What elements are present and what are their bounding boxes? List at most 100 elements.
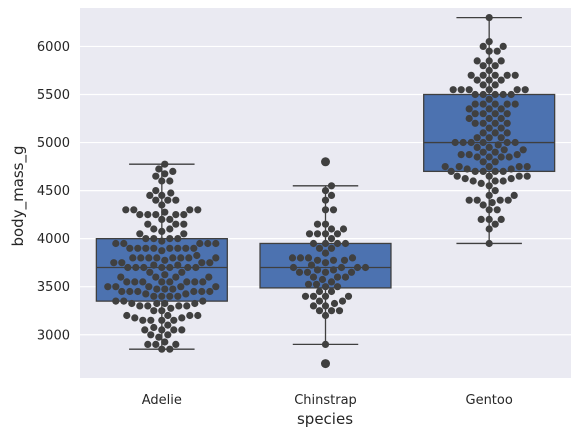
point-gentoo [491, 81, 499, 89]
point-gentoo [479, 42, 487, 51]
point-adelie [145, 283, 153, 291]
point-chinstrap [353, 263, 362, 272]
point-chinstrap [341, 239, 350, 248]
point-chinstrap [288, 254, 297, 262]
x-tick-label-adelie: Adelie [142, 393, 182, 408]
point-adelie [152, 273, 160, 281]
point-gentoo [447, 167, 455, 175]
point-gentoo [491, 62, 499, 70]
point-adelie [169, 254, 177, 262]
point-gentoo [491, 119, 499, 127]
point-gentoo [469, 177, 477, 185]
point-chinstrap [305, 230, 314, 238]
point-adelie [152, 187, 160, 195]
point-adelie [172, 211, 180, 219]
point-chinstrap [295, 268, 304, 276]
point-adelie [180, 220, 188, 228]
point-adelie [166, 292, 174, 300]
point-adelie [158, 326, 166, 334]
point-adelie [183, 302, 191, 310]
point-gentoo [485, 38, 493, 46]
point-gentoo [461, 175, 469, 183]
point-gentoo [467, 138, 475, 147]
point-adelie [146, 191, 154, 199]
point-gentoo [473, 153, 481, 161]
point-adelie [112, 239, 120, 248]
point-adelie [117, 273, 125, 281]
point-gentoo [473, 134, 481, 142]
point-adelie [152, 340, 160, 348]
point-gentoo [485, 66, 493, 75]
point-gentoo [497, 215, 505, 223]
point-gentoo [479, 129, 487, 137]
point-gentoo [485, 143, 493, 151]
point-adelie [147, 331, 155, 339]
point-gentoo [453, 172, 461, 180]
point-adelie [190, 287, 198, 296]
point-gentoo [491, 100, 499, 108]
point-adelie [158, 237, 166, 245]
point-adelie [146, 268, 154, 276]
point-chinstrap [341, 273, 350, 281]
point-gentoo [491, 187, 499, 195]
point-chinstrap [313, 266, 322, 274]
point-gentoo [507, 165, 515, 173]
point-chinstrap [329, 256, 338, 264]
point-gentoo [505, 153, 513, 161]
point-adelie [131, 314, 139, 322]
point-chinstrap [329, 266, 338, 274]
point-adelie [212, 283, 220, 291]
point-gentoo [485, 76, 493, 84]
point-gentoo [499, 90, 507, 99]
point-adelie [182, 290, 190, 298]
point-gentoo [485, 86, 493, 94]
point-gentoo [485, 239, 493, 248]
point-gentoo [477, 179, 485, 187]
point-gentoo [441, 163, 449, 171]
point-chinstrap [333, 230, 342, 238]
point-adelie [134, 244, 142, 252]
point-adelie [172, 340, 180, 348]
point-chinstrap [327, 235, 336, 243]
point-gentoo [499, 42, 507, 51]
point-adelie [112, 297, 120, 305]
point-chinstrap [321, 302, 330, 310]
point-gentoo [491, 167, 499, 175]
y-tick-label-3000: 3000 [37, 328, 70, 343]
point-gentoo [491, 220, 499, 228]
point-adelie [186, 206, 194, 214]
point-adelie [126, 287, 134, 296]
point-adelie [141, 326, 149, 334]
point-gentoo [515, 172, 523, 180]
point-chinstrap [315, 287, 324, 296]
point-adelie [161, 160, 169, 168]
point-gentoo [467, 71, 475, 79]
y-tick-label-5000: 5000 [37, 136, 70, 151]
point-chinstrap [309, 273, 318, 281]
point-chinstrap [321, 196, 330, 204]
point-gentoo [491, 90, 499, 99]
point-gentoo [457, 151, 465, 159]
point-chinstrap [321, 158, 330, 166]
point-adelie [158, 215, 166, 223]
point-adelie [186, 311, 194, 320]
point-gentoo [465, 151, 473, 159]
point-gentoo [513, 151, 521, 159]
point-adelie [144, 340, 152, 348]
point-gentoo [503, 138, 511, 147]
point-chinstrap [361, 263, 370, 272]
point-adelie [158, 316, 166, 324]
point-gentoo [507, 90, 515, 99]
point-adelie [120, 239, 128, 248]
point-adelie [169, 167, 177, 175]
point-adelie [212, 239, 220, 248]
point-gentoo [521, 86, 529, 94]
point-chinstrap [301, 292, 310, 300]
point-adelie [198, 259, 206, 267]
point-chinstrap [321, 360, 330, 368]
point-gentoo [471, 167, 479, 175]
point-adelie [172, 196, 180, 204]
point-adelie [142, 244, 150, 252]
point-adelie [167, 189, 175, 197]
point-adelie [120, 297, 128, 305]
